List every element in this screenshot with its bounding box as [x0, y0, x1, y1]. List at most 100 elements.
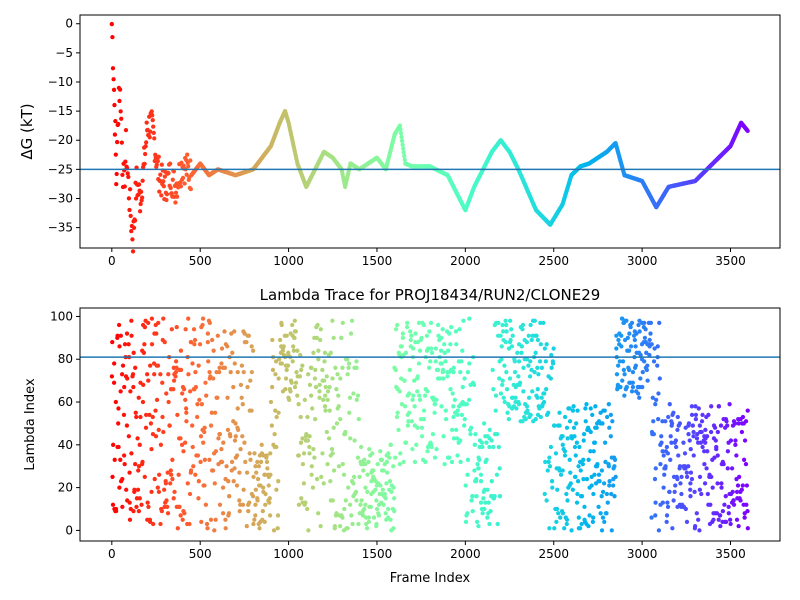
delta-g-y-tick-label: −35 [48, 221, 73, 235]
lambda-point [442, 342, 447, 347]
lambda-point [544, 342, 549, 347]
lambda-point [547, 464, 553, 469]
lambda-point [274, 444, 279, 450]
delta-g-point [144, 140, 149, 145]
delta-g-point [144, 120, 149, 125]
lambda-point [708, 502, 713, 507]
lambda-point [684, 519, 690, 524]
lambda-point [652, 346, 657, 351]
delta-g-point [114, 181, 119, 187]
lambda-point [465, 369, 471, 375]
lambda-point [271, 528, 277, 533]
lambda-point [489, 479, 494, 484]
lambda-point [253, 464, 258, 469]
lambda-point [696, 406, 701, 411]
delta-g-point [116, 121, 121, 127]
lambda-point [331, 425, 336, 430]
lambda-point [173, 374, 178, 379]
lambda-point [158, 372, 163, 377]
lambda-point [301, 481, 307, 486]
lambda-x-tick-label: 2000 [450, 547, 481, 561]
lambda-point [627, 331, 632, 336]
lambda-point [223, 526, 228, 531]
lambda-point [724, 419, 729, 424]
lambda-point [542, 346, 548, 351]
lambda-point [660, 500, 665, 505]
lambda-point [405, 320, 410, 326]
lambda-point [215, 333, 220, 338]
lambda-point [716, 517, 721, 522]
lambda-point [143, 425, 149, 430]
lambda-point [507, 318, 513, 323]
lambda-point [133, 410, 138, 415]
lambda-point [319, 474, 324, 480]
lambda-point [342, 431, 348, 437]
lambda-point [345, 357, 350, 362]
lambda-point [465, 511, 470, 516]
lambda-point [316, 357, 321, 362]
lambda-point [335, 372, 340, 377]
lambda-point [498, 333, 503, 338]
lambda-point [276, 479, 281, 484]
lambda-point [398, 376, 404, 381]
lambda-point [647, 337, 652, 343]
lambda-point [235, 427, 241, 432]
lambda-point [439, 404, 444, 409]
lambda-point [318, 523, 323, 529]
lambda-point [124, 487, 129, 492]
lambda-point [428, 359, 433, 364]
delta-g-point [155, 158, 160, 164]
lambda-point [162, 339, 167, 345]
lambda-point [516, 359, 522, 364]
lambda-point [630, 384, 636, 390]
lambda-point [113, 506, 119, 512]
lambda-point [532, 369, 537, 375]
lambda-point [181, 449, 186, 454]
lambda-point [357, 474, 362, 480]
lambda-point [303, 500, 308, 505]
lambda-point [560, 468, 565, 473]
lambda-point [552, 526, 557, 531]
lambda-point [292, 335, 297, 340]
lambda-point [190, 444, 195, 450]
lambda-point [551, 346, 556, 351]
lambda-point [575, 491, 580, 497]
lambda-point [212, 481, 217, 486]
lambda-point [640, 369, 645, 375]
lambda-point [728, 521, 733, 527]
lambda-point [468, 431, 473, 437]
delta-g-point [398, 131, 404, 136]
lambda-point [629, 389, 635, 394]
lambda-point [284, 333, 289, 338]
lambda-point [557, 468, 562, 473]
lambda-chart-title: Lambda Trace for PROJ18434/RUN2/CLONE29 [260, 286, 601, 304]
lambda-point [634, 331, 639, 336]
lambda-point [240, 502, 246, 507]
lambda-point [667, 402, 672, 407]
lambda-point [496, 320, 501, 326]
lambda-point [571, 425, 577, 430]
lambda-point [330, 498, 335, 503]
lambda-point [697, 423, 703, 428]
delta-g-axes-frame [79, 14, 781, 249]
lambda-point [219, 446, 224, 452]
lambda-point [348, 436, 353, 441]
lambda-point [187, 389, 193, 394]
lambda-point [458, 459, 463, 465]
lambda-point [389, 489, 394, 495]
lambda-point [309, 472, 314, 477]
lambda-point [681, 440, 686, 445]
lambda-point [548, 444, 554, 450]
lambda-point [230, 350, 235, 355]
lambda-point [347, 395, 353, 400]
lambda-point [186, 372, 191, 377]
lambda-point [329, 446, 335, 452]
lambda-point [403, 350, 409, 355]
lambda-point [539, 395, 544, 400]
lambda-point [310, 406, 315, 411]
lambda-point [237, 498, 242, 503]
lambda-point [635, 391, 641, 396]
lambda-point [178, 348, 184, 353]
lambda-point [735, 483, 741, 488]
lambda-point [710, 485, 715, 490]
